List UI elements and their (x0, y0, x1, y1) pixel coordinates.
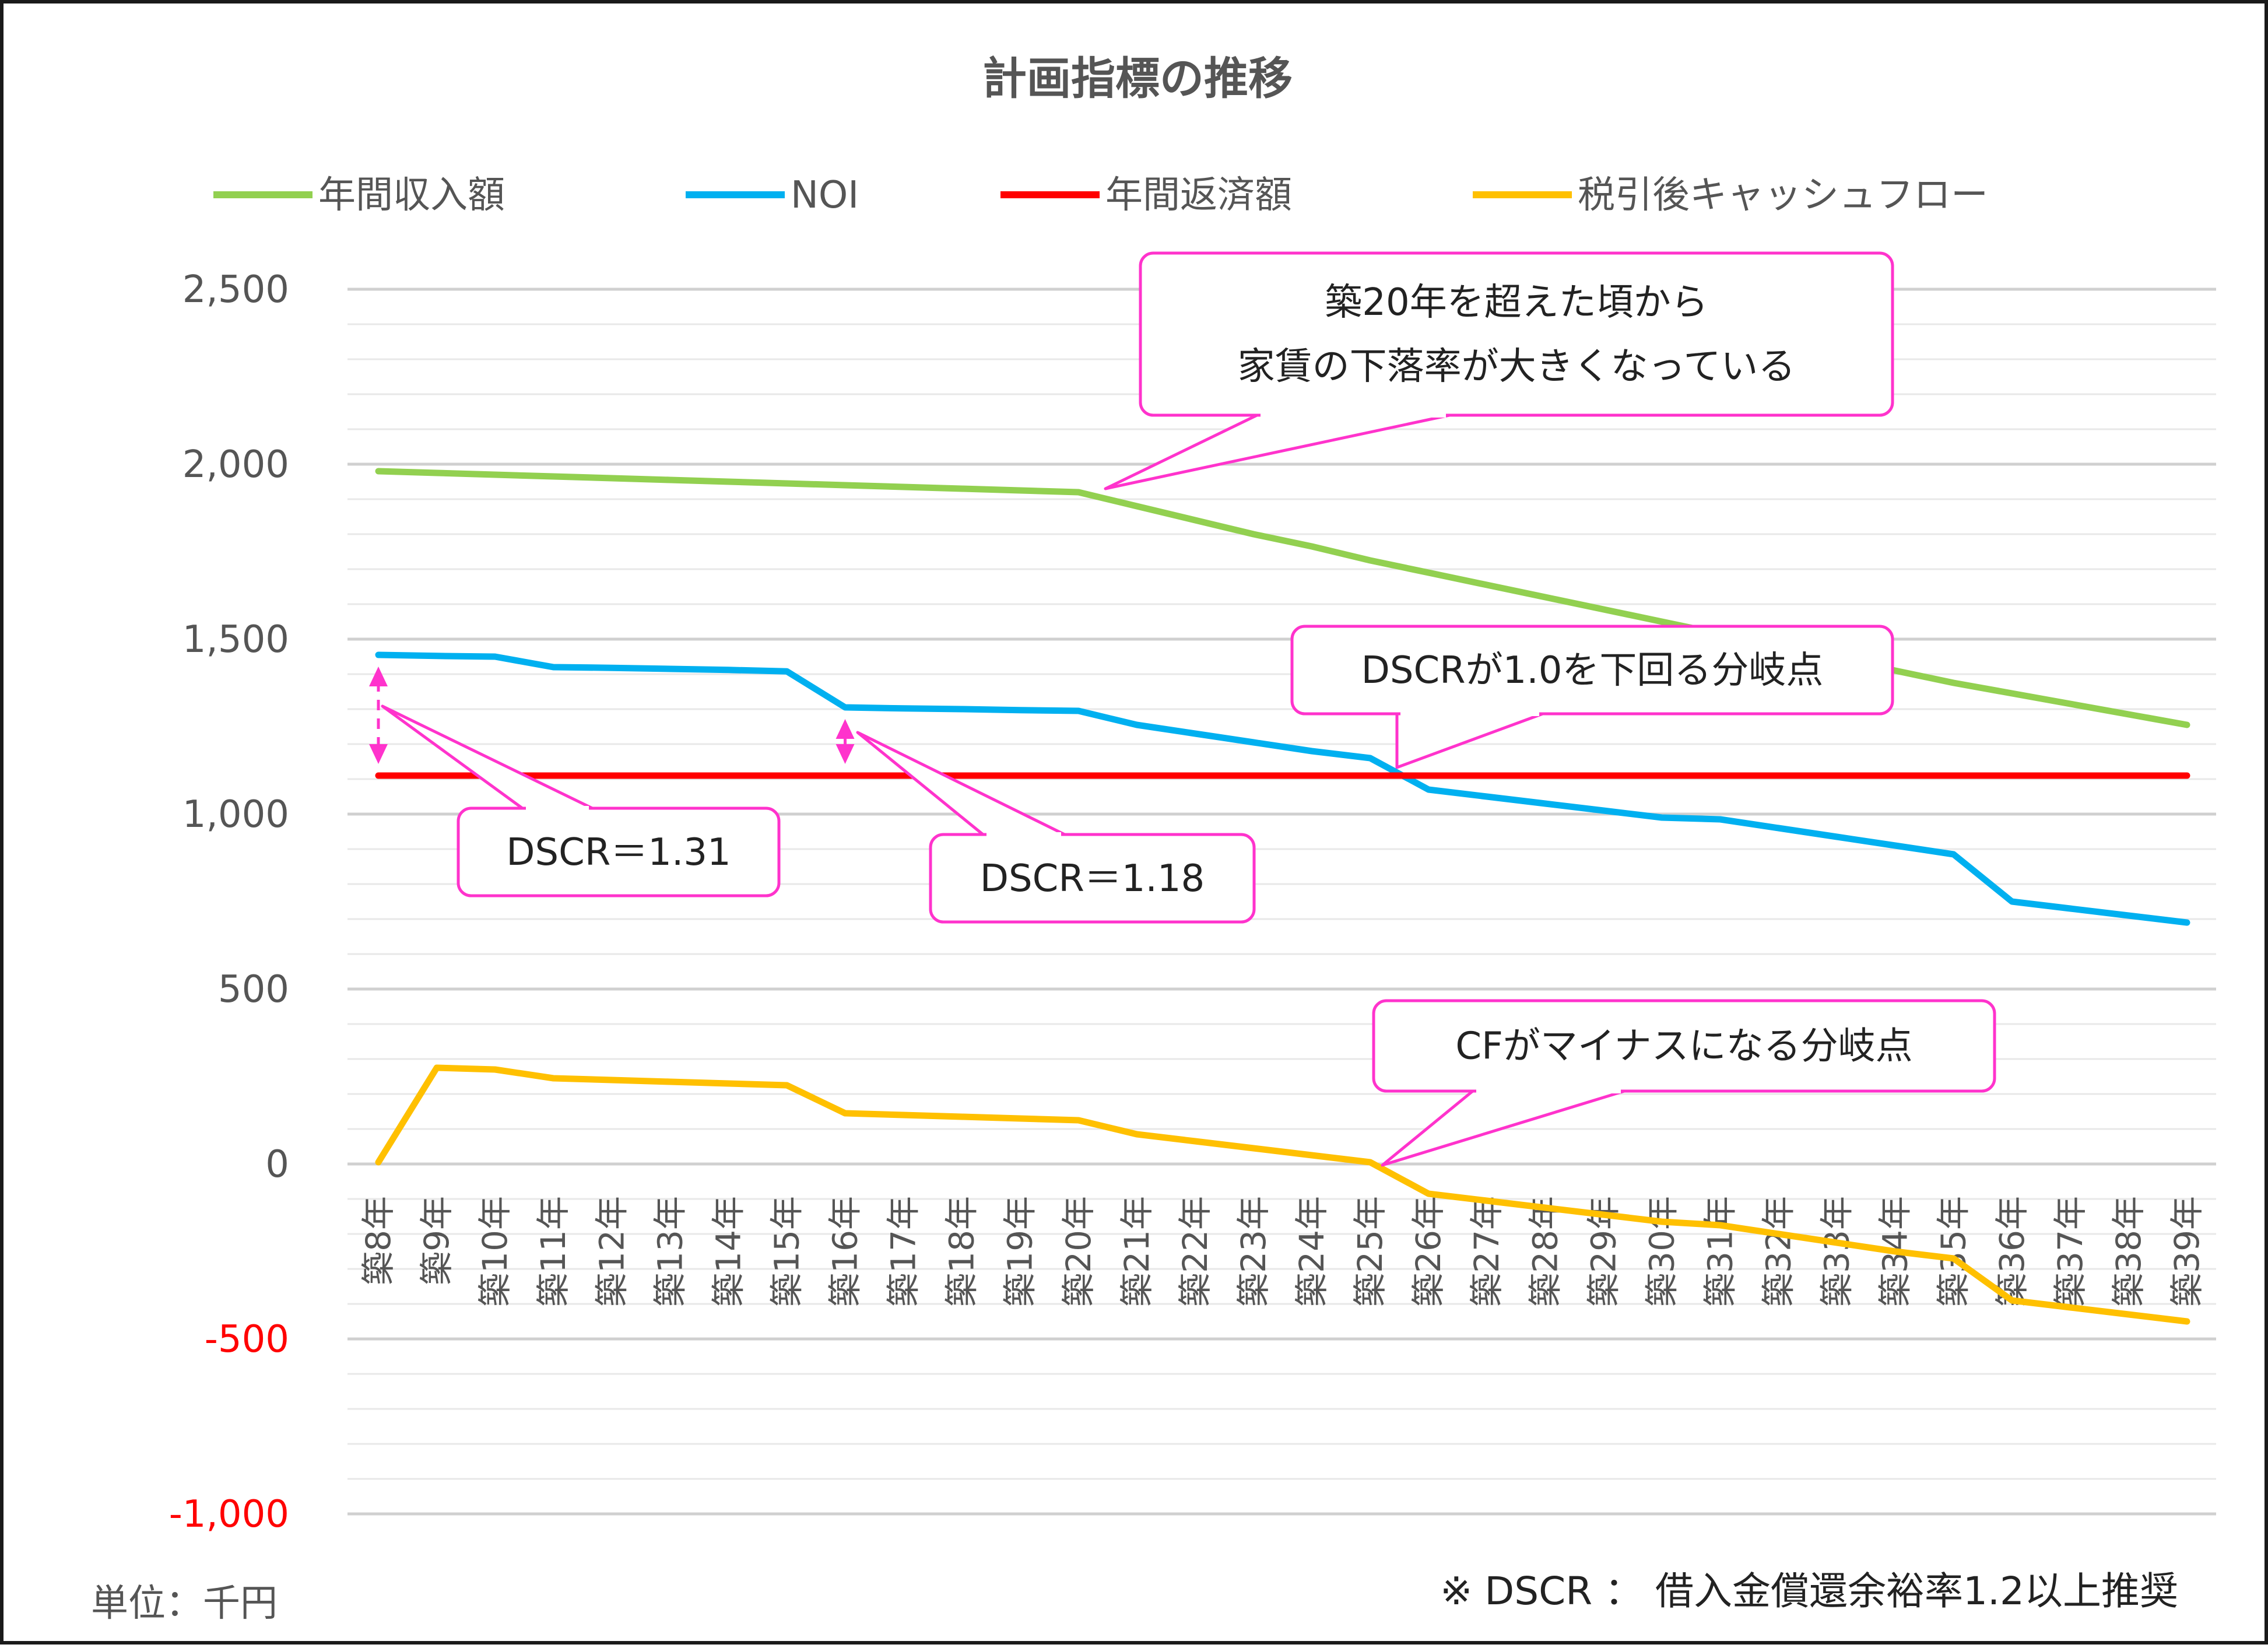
y-tick-label: 1,500 (182, 618, 289, 661)
x-tick-label: 築38年 (2109, 1196, 2148, 1307)
x-tick-label: 築20年 (1059, 1196, 1098, 1307)
callout-pointer (1104, 413, 1451, 490)
legend-label: 年間返済額 (1105, 174, 1292, 217)
x-tick-label: 築26年 (1409, 1196, 1448, 1307)
arrow-head-down (835, 744, 855, 764)
line-chart: 計画指標の推移 年間収入額 NOI 年間返済額 税引後キャッシュフロー 2,5002,… (91, 52, 2216, 1625)
unit-label: 単位：千円 (91, 1582, 278, 1625)
x-tick-label: 築35年 (1934, 1196, 1974, 1307)
x-tick-label: 築24年 (1292, 1196, 1332, 1307)
x-tick-label: 築14年 (708, 1196, 748, 1307)
x-tick-label: 築37年 (2051, 1196, 2090, 1307)
callout-text: DSCRが1.0を下回る分岐点 (1361, 649, 1824, 692)
x-tick-label: 築22年 (1175, 1196, 1215, 1307)
x-tick-label: 築33年 (1817, 1196, 1857, 1307)
callout-box (457, 807, 781, 897)
callout-text: 築20年を超えた頃から (1325, 281, 1708, 324)
arrow-head-up (835, 719, 855, 739)
y-tick-label: 2,500 (182, 268, 289, 311)
callout-pointer (381, 704, 594, 810)
x-tick-label: 築30年 (1642, 1196, 1681, 1307)
series-line (375, 651, 2190, 926)
x-tick-label: 築12年 (592, 1196, 631, 1307)
dscr-footnote: ※ DSCR ： 借入金償還余裕率1.2以上推奨 (1440, 1569, 2178, 1614)
x-tick-label: 築13年 (650, 1196, 690, 1307)
callout-pointer (856, 731, 1066, 836)
x-tick-label: 築10年 (475, 1196, 515, 1307)
callout-text: DSCR＝1.31 (506, 831, 731, 874)
y-axis-labels: 2,500 2,000 1,500 1,000 500 0 -500 -1,000 (169, 268, 289, 1536)
callout-box (929, 833, 1256, 924)
callout-pointer (1395, 712, 1544, 769)
x-tick-label: 築25年 (1350, 1196, 1390, 1307)
callout-box (1139, 251, 1894, 417)
x-tick-label: 築28年 (1525, 1196, 1565, 1307)
callout-text: CFがマイナスになる分岐点 (1455, 1025, 1912, 1068)
x-tick-label: 築27年 (1467, 1196, 1507, 1307)
callout-box (1290, 625, 1894, 716)
y-tick-label: 2,000 (182, 443, 289, 486)
x-tick-label: 築21年 (1117, 1196, 1157, 1307)
x-tick-label: 築39年 (2167, 1196, 2207, 1307)
legend: 年間収入額 NOI 年間返済額 税引後キャッシュフロー (213, 174, 1988, 217)
callout-note-dscr-118: DSCR＝1.18 (856, 731, 1256, 924)
callout-note-dscr-break: DSCRが1.0を下回る分岐点 (1290, 625, 1894, 769)
series-line (375, 468, 2190, 728)
x-axis-labels: 築8年 築9年 築10年 築11年 築12年 築13年 築14年 築15年 築16年 築17年 築1… (359, 1196, 2207, 1307)
callout-box (1372, 999, 1996, 1093)
y-tick-label: 500 (218, 968, 289, 1011)
callout-note-dscr-131: DSCR＝1.31 (381, 704, 781, 897)
arrow-head-down (369, 744, 388, 764)
series-line (375, 1064, 2190, 1325)
x-tick-label: 築31年 (1700, 1196, 1740, 1307)
x-tick-label: 築18年 (942, 1196, 982, 1307)
y-tick-label: 0 (265, 1143, 289, 1186)
series-lines (375, 468, 2190, 1325)
y-tick-label: -1,000 (169, 1493, 289, 1536)
chart-title: 計画指標の推移 (982, 52, 1293, 104)
y-tick-label: 1,000 (182, 793, 289, 836)
arrow-head-up (369, 667, 388, 686)
legend-label: NOI (791, 174, 859, 217)
legend-label: 年間収入額 (318, 174, 505, 217)
callout-text: DSCR＝1.18 (980, 857, 1205, 900)
x-tick-label: 築8年 (359, 1196, 398, 1285)
callout-text: 家賃の下落率が大きくなっている (1238, 345, 1796, 388)
callout-note-cf-break: CFがマイナスになる分岐点 (1372, 999, 1996, 1167)
dscr-arrows (369, 667, 855, 764)
x-tick-label: 築32年 (1759, 1196, 1799, 1307)
x-tick-label: 築19年 (1000, 1196, 1040, 1307)
y-tick-label: -500 (205, 1318, 289, 1361)
x-tick-label: 築17年 (884, 1196, 924, 1307)
gridlines (347, 287, 2216, 1516)
x-tick-label: 築16年 (826, 1196, 865, 1307)
x-tick-label: 築23年 (1234, 1196, 1273, 1307)
x-tick-label: 築11年 (533, 1196, 573, 1307)
legend-label: 税引後キャッシュフロー (1578, 174, 1988, 217)
x-tick-label: 築9年 (417, 1196, 457, 1285)
x-tick-label: 築15年 (767, 1196, 806, 1307)
